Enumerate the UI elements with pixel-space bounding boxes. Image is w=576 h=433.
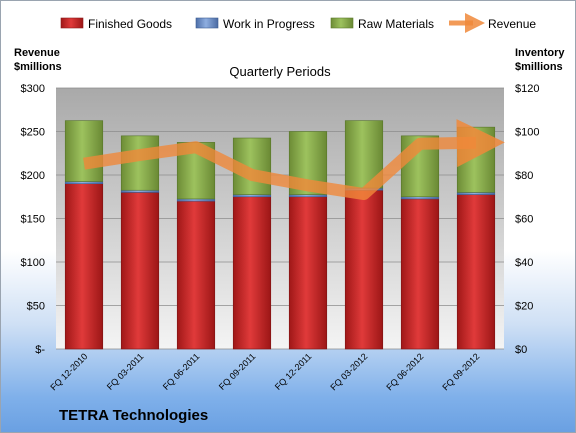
x-tick-label: FQ 12-2010 [48, 351, 89, 392]
right-axis-ticks: $0 $20 $40 $60 $80 $100 $120 [515, 83, 539, 356]
left-axis-ticks: $- $50 $100 $150 $200 $250 $300 [21, 83, 46, 356]
bar-work-in-progress [120, 189, 160, 193]
company-name: TETRA Technologies [59, 407, 209, 424]
x-tick-label: FQ 09-2012 [440, 351, 481, 392]
x-axis-ticks: FQ 12-2010 FQ 03-2011 FQ 06-2011 FQ 09-2011… [48, 351, 481, 392]
left-axis-title-line2: $millions [14, 61, 62, 73]
x-tick-label: FQ 12-2011 [273, 351, 314, 392]
bar-finished-goods [344, 189, 384, 350]
bar-work-in-progress [288, 194, 328, 198]
bar-finished-goods [64, 183, 104, 350]
legend-label-raw-materials: Raw Materials [358, 17, 434, 31]
bar-work-in-progress [232, 194, 272, 198]
bar-work-in-progress [64, 181, 104, 184]
legend-swatch-finished-goods [60, 17, 84, 29]
bar-finished-goods [400, 198, 440, 350]
left-tick-label: $100 [21, 257, 45, 269]
right-tick-label: $60 [515, 214, 533, 226]
right-tick-label: $80 [515, 170, 533, 182]
right-axis-title-line1: Inventory [515, 47, 565, 59]
bar-finished-goods [288, 196, 328, 350]
left-tick-label: $250 [21, 127, 45, 139]
x-tick-label: FQ 06-2012 [384, 351, 425, 392]
bar-raw-materials [64, 120, 104, 182]
x-tick-label: FQ 03-2012 [328, 351, 369, 392]
revenue-line [83, 119, 505, 201]
left-tick-label: $50 [27, 301, 45, 313]
legend-label-revenue: Revenue [488, 17, 536, 31]
bar-finished-goods [120, 192, 160, 350]
chart-legend: Finished Goods Work in Progress Raw Mate… [60, 13, 536, 33]
left-tick-label: $150 [21, 214, 45, 226]
legend-label-work-in-progress: Work in Progress [223, 17, 315, 31]
bar-finished-goods [232, 196, 272, 350]
bar-finished-goods [176, 200, 216, 350]
bar-raw-materials [456, 126, 496, 193]
right-tick-label: $0 [515, 344, 527, 356]
x-tick-label: FQ 06-2011 [161, 351, 202, 392]
right-tick-label: $100 [515, 127, 539, 139]
bar-work-in-progress [176, 198, 216, 202]
left-tick-label: $200 [21, 170, 45, 182]
chart-title: Quarterly Periods [229, 64, 331, 79]
right-tick-label: $40 [515, 257, 533, 269]
x-tick-label: FQ 03-2011 [105, 351, 146, 392]
legend-swatch-work-in-progress [195, 17, 219, 29]
bar-work-in-progress [456, 192, 496, 195]
right-tick-label: $20 [515, 301, 533, 313]
left-axis-title-line1: Revenue [14, 47, 60, 59]
bar-finished-goods [456, 194, 496, 350]
right-axis-title-line2: $millions [515, 61, 563, 73]
x-tick-label: FQ 09-2011 [217, 351, 258, 392]
revenue-series [83, 119, 505, 201]
legend-label-finished-goods: Finished Goods [88, 17, 172, 31]
bar-work-in-progress [400, 196, 440, 200]
right-tick-label: $120 [515, 83, 539, 95]
legend-swatch-raw-materials [330, 17, 354, 29]
left-tick-label: $300 [21, 83, 45, 95]
left-tick-label: $- [35, 344, 45, 356]
